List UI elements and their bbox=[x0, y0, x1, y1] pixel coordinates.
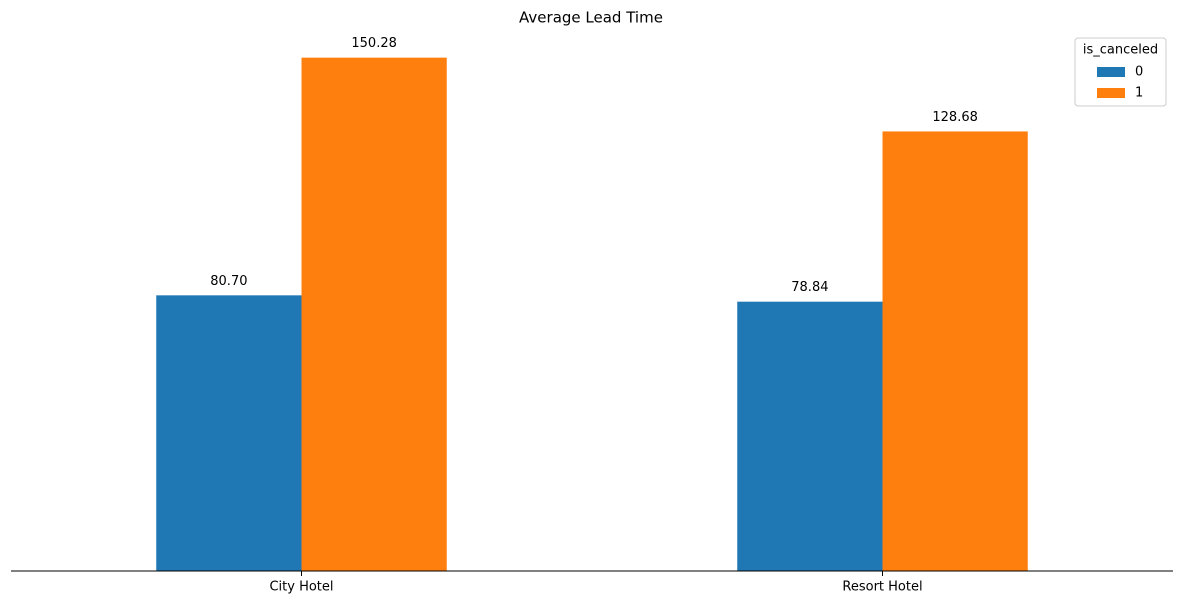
legend-label: 1 bbox=[1135, 86, 1143, 101]
bar bbox=[882, 131, 1028, 571]
chart-title: Average Lead Time bbox=[519, 9, 663, 27]
legend-label: 0 bbox=[1135, 65, 1143, 80]
x-tick-label: Resort Hotel bbox=[842, 580, 922, 595]
bar bbox=[301, 57, 447, 572]
data-label: 150.28 bbox=[351, 36, 397, 51]
legend-swatch bbox=[1097, 88, 1125, 98]
legend-title: is_canceled bbox=[1083, 43, 1158, 58]
data-label: 78.84 bbox=[791, 280, 828, 295]
legend-swatch bbox=[1097, 67, 1125, 77]
bar bbox=[737, 301, 883, 571]
bar bbox=[156, 295, 302, 571]
data-label: 80.70 bbox=[210, 274, 247, 289]
x-tick-label: City Hotel bbox=[269, 580, 333, 595]
data-label: 128.68 bbox=[932, 110, 978, 125]
